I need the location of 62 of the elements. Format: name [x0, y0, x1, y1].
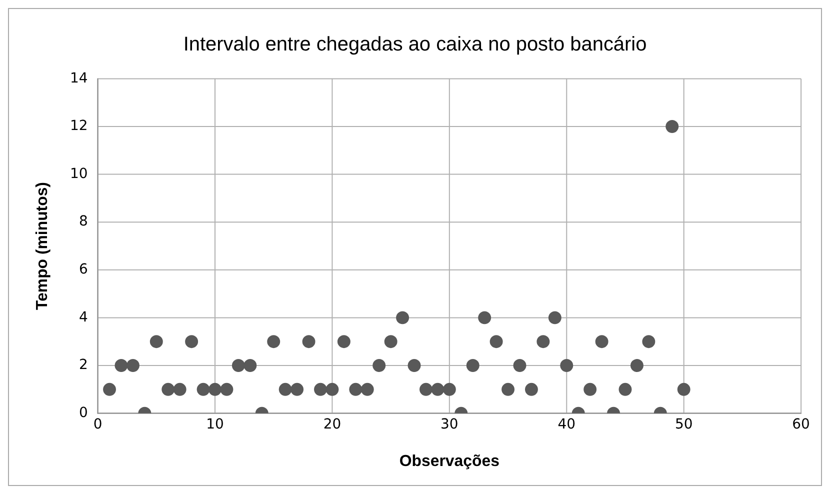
point — [513, 359, 526, 372]
point — [173, 382, 186, 396]
point — [595, 335, 608, 348]
x-axis-title: Observações — [399, 452, 500, 470]
point — [442, 382, 456, 396]
point — [642, 335, 656, 348]
point — [419, 382, 432, 396]
y-tick-label: 8 — [78, 214, 88, 230]
point — [314, 382, 327, 396]
x-tick-label: 30 — [440, 416, 458, 432]
point — [466, 359, 480, 372]
x-tick-label: 0 — [93, 416, 102, 432]
point — [278, 382, 292, 396]
point — [548, 311, 562, 324]
point — [337, 335, 350, 348]
y-tick-label: 14 — [70, 70, 88, 86]
point — [431, 382, 444, 396]
y-tick-label: 0 — [78, 404, 88, 421]
point — [326, 382, 339, 396]
point — [290, 382, 304, 396]
y-tick-label: 12 — [70, 118, 88, 134]
point — [103, 382, 116, 396]
point — [536, 335, 550, 348]
y-axis-title: Tempo (minutos) — [34, 182, 51, 310]
point — [208, 382, 222, 396]
point — [349, 382, 362, 396]
point — [126, 359, 140, 372]
point — [677, 382, 690, 396]
x-tick-label: 60 — [792, 416, 810, 432]
point — [384, 335, 398, 348]
point — [478, 311, 492, 324]
x-tick-label: 40 — [558, 416, 576, 432]
point — [560, 359, 574, 372]
x-tick-label: 10 — [206, 416, 224, 432]
point — [584, 382, 597, 396]
point — [302, 335, 316, 348]
point — [396, 311, 410, 324]
point — [524, 382, 538, 396]
point — [196, 382, 210, 396]
y-tick-label: 6 — [78, 262, 88, 278]
chart-title: Intervalo entre chegadas ao caixa no posto bancário — [183, 33, 647, 56]
y-tick-label: 10 — [70, 166, 88, 182]
point — [666, 120, 679, 133]
point — [267, 335, 280, 348]
point — [630, 359, 644, 372]
point — [150, 335, 163, 348]
point — [244, 359, 257, 372]
point — [372, 359, 386, 372]
point — [502, 382, 515, 396]
x-tick-label: 20 — [323, 416, 342, 432]
point — [220, 382, 234, 396]
x-tick-label: 50 — [674, 416, 693, 432]
point — [114, 359, 128, 372]
point — [162, 382, 175, 396]
y-tick-label: 2 — [78, 357, 88, 374]
point — [618, 382, 632, 396]
point — [408, 359, 421, 372]
point — [185, 335, 198, 348]
point — [360, 382, 374, 396]
y-tick-label: 4 — [78, 309, 88, 326]
point — [232, 359, 245, 372]
point — [490, 335, 503, 348]
